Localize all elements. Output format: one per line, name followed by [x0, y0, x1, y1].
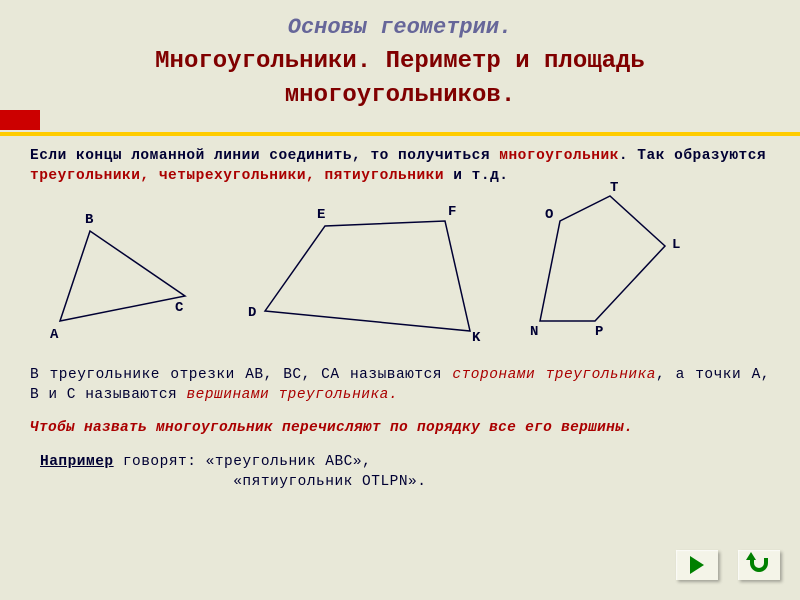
label-L: L	[672, 236, 680, 255]
label-C: C	[175, 299, 183, 318]
label-O: O	[545, 206, 553, 225]
paragraph-sides: В треугольнике отрезки AB, BC, CA называ…	[30, 366, 770, 405]
return-button[interactable]	[738, 550, 780, 580]
paragraph-naming: Чтобы назвать многоугольник перечисляют …	[30, 419, 770, 439]
label-A: A	[50, 326, 58, 345]
decor-yellow-line	[0, 132, 800, 136]
term-sides: сторонами треугольника	[452, 367, 656, 383]
header-main-line1: Многоугольники. Периметр и площадь	[155, 48, 645, 75]
label-F: F	[448, 203, 456, 222]
header-subtitle: Основы геометрии.	[40, 15, 760, 40]
label-N: N	[530, 323, 538, 342]
header-main-line2: многоугольников.	[285, 82, 515, 109]
example-lead: Например	[40, 454, 114, 470]
term-shapes: треугольники, четырехугольники, пятиугол…	[30, 168, 444, 184]
paragraph-example: Например говорят: «треугольник ABC», «пя…	[30, 453, 770, 492]
paragraph-intro: Если концы ломанной линии соединить, то …	[30, 147, 770, 186]
label-T: T	[610, 179, 618, 198]
shapes-svg	[30, 191, 770, 361]
return-icon	[750, 558, 768, 572]
term-polygon: многоугольник	[499, 148, 619, 164]
triangle-shape	[60, 231, 185, 321]
penta-shape	[540, 196, 665, 321]
decor-red-block	[0, 110, 40, 130]
quad-shape	[265, 221, 470, 331]
label-B: B	[85, 211, 93, 230]
label-K: K	[472, 329, 480, 348]
diagram-area: A B C D E F K N P L O T	[30, 191, 770, 361]
arrow-right-icon	[690, 556, 704, 574]
label-D: D	[248, 304, 256, 323]
term-vertices: вершинами треугольника.	[186, 387, 398, 403]
nav-buttons	[676, 550, 780, 580]
label-P: P	[595, 323, 603, 342]
next-button[interactable]	[676, 550, 718, 580]
label-E: E	[317, 206, 325, 225]
header-main: Многоугольники. Периметр и площадь много…	[40, 40, 760, 117]
